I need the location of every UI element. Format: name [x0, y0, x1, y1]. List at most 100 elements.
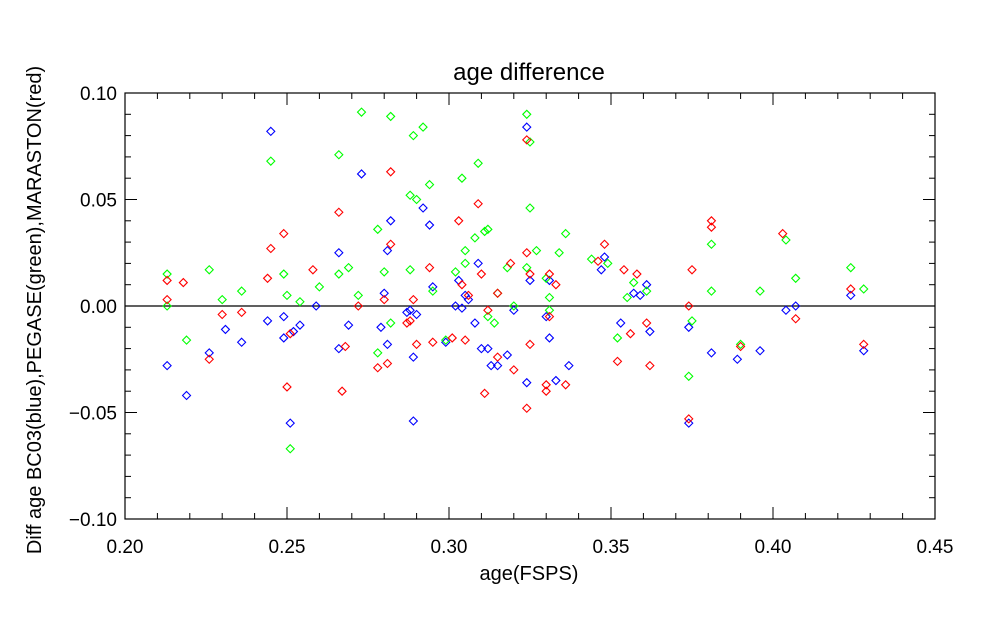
data-point	[505, 258, 516, 269]
data-markers	[162, 107, 869, 454]
data-point	[479, 226, 490, 237]
data-point	[525, 269, 535, 279]
data-point	[408, 352, 419, 362]
data-point	[858, 345, 869, 356]
data-point	[450, 267, 461, 277]
data-point	[858, 339, 869, 350]
data-point	[593, 256, 603, 267]
data-point	[463, 290, 474, 301]
data-point	[337, 386, 347, 396]
data-point	[541, 311, 551, 322]
data-point	[602, 258, 613, 269]
tick-labels: 0.20 0.25 0.30 0.35 0.40 0.45 −0.10 −0.05 0.00 0.…	[69, 84, 954, 558]
data-point	[376, 322, 386, 333]
data-point	[683, 322, 694, 333]
data-point	[379, 267, 389, 277]
data-point	[405, 316, 415, 326]
data-point	[353, 301, 364, 311]
data-point	[418, 203, 428, 213]
data-point	[755, 345, 765, 356]
data-point	[372, 224, 383, 235]
data-point	[408, 416, 419, 426]
data-point	[544, 269, 555, 279]
data-point	[525, 275, 535, 286]
data-point	[385, 167, 396, 177]
data-point	[706, 348, 717, 358]
series-0	[162, 122, 869, 428]
data-point	[645, 326, 655, 337]
data-point	[340, 341, 351, 352]
x-tick-label: 0.20	[107, 537, 144, 558]
data-point	[612, 356, 623, 367]
data-point	[544, 311, 555, 322]
data-point	[641, 318, 652, 328]
data-point	[541, 380, 551, 390]
data-point	[790, 301, 801, 311]
data-point	[706, 216, 717, 226]
data-point	[162, 269, 172, 279]
data-point	[560, 380, 571, 390]
data-point	[266, 243, 276, 254]
data-point	[622, 292, 632, 303]
data-point	[483, 311, 493, 322]
data-point	[402, 307, 412, 318]
data-point	[356, 169, 367, 179]
y-tick-label: −0.10	[69, 510, 117, 531]
data-point	[217, 309, 227, 320]
data-point	[424, 179, 435, 190]
data-point	[217, 294, 227, 305]
data-point	[428, 282, 438, 292]
data-point	[735, 339, 746, 350]
data-point	[483, 224, 493, 235]
data-point	[447, 333, 458, 343]
data-point	[408, 130, 419, 141]
data-point	[356, 107, 367, 117]
y-tick-label: −0.05	[69, 404, 117, 425]
data-point	[560, 228, 571, 239]
data-point	[619, 265, 629, 275]
data-point	[492, 288, 503, 298]
data-point	[781, 305, 791, 316]
data-point	[470, 233, 480, 243]
data-point	[554, 247, 564, 258]
data-point	[262, 273, 273, 284]
data-point	[162, 275, 172, 286]
data-point	[405, 190, 415, 201]
x-axis-title: age(FSPS)	[480, 563, 579, 585]
data-point	[683, 301, 694, 311]
data-point	[641, 279, 652, 290]
data-point	[683, 418, 694, 428]
data-point	[411, 309, 422, 320]
data-point	[476, 269, 487, 279]
x-tick-label: 0.25	[269, 537, 306, 558]
data-point	[551, 279, 561, 290]
data-point	[282, 382, 292, 392]
data-point	[706, 239, 717, 250]
data-point	[473, 198, 483, 209]
data-point	[525, 203, 535, 213]
data-point	[405, 265, 415, 275]
data-point	[162, 360, 172, 371]
data-point	[278, 269, 289, 279]
data-point	[405, 305, 415, 316]
data-point	[162, 301, 172, 311]
data-point	[334, 269, 344, 279]
data-point	[424, 262, 435, 273]
data-point	[521, 109, 532, 120]
data-point	[457, 279, 467, 290]
y-tick-label: 0.05	[80, 191, 117, 212]
data-point	[544, 333, 555, 343]
data-point	[385, 318, 396, 328]
data-point	[845, 284, 856, 294]
data-point	[473, 258, 483, 269]
data-point	[492, 360, 503, 371]
data-point	[236, 286, 247, 296]
data-point	[492, 288, 503, 298]
data-point	[343, 262, 354, 273]
data-point	[334, 149, 344, 160]
data-point	[531, 245, 542, 256]
data-point	[236, 337, 247, 347]
y-tick-label: 0.10	[80, 84, 117, 105]
data-point	[596, 265, 607, 275]
y-tick-label: 0.00	[80, 297, 117, 318]
